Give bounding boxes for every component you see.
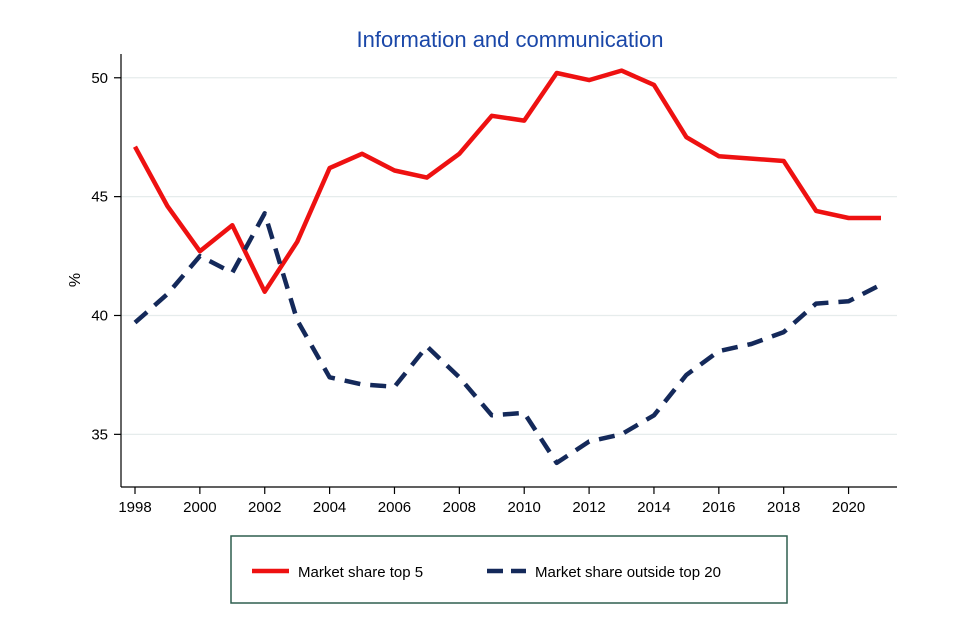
y-axis-label: %: [67, 273, 84, 287]
x-tick-label-2010: 2010: [508, 499, 541, 516]
legend-label-top5: Market share top 5: [298, 564, 423, 581]
x-tick-label-2008: 2008: [443, 499, 476, 516]
x-tick-label-2000: 2000: [183, 499, 216, 516]
axes: [120, 54, 897, 488]
legend-label-outside-top20: Market share outside top 20: [535, 564, 721, 581]
x-tick-label-2020: 2020: [832, 499, 865, 516]
gridlines: [121, 77, 897, 435]
x-tick-label-1998: 1998: [118, 499, 151, 516]
y-tick-label-35: 35: [91, 426, 108, 443]
x-tick-label-2012: 2012: [572, 499, 605, 516]
y-tick-label-45: 45: [91, 189, 108, 206]
x-ticks: 1998 2000 2002 2004 2006 2008 2010 2012 2014 2016…: [118, 487, 865, 516]
legend-box: [230, 535, 788, 604]
chart-title: Information and communication: [357, 27, 664, 52]
x-tick-label-2002: 2002: [248, 499, 281, 516]
x-tick-label-2018: 2018: [767, 499, 800, 516]
y-ticks: 35 40 45 50: [91, 70, 121, 443]
series-line-top5: [133, 68, 881, 294]
series-line-outside-top20: [133, 211, 883, 466]
y-tick-label-40: 40: [91, 307, 108, 324]
x-tick-label-2014: 2014: [637, 499, 670, 516]
x-tick-label-2004: 2004: [313, 499, 346, 516]
x-tick-label-2006: 2006: [378, 499, 411, 516]
legend: Market share top 5 Market share outside …: [230, 535, 788, 604]
x-tick-label-2016: 2016: [702, 499, 735, 516]
series-lines: [133, 68, 883, 466]
y-tick-label-50: 50: [91, 70, 108, 87]
